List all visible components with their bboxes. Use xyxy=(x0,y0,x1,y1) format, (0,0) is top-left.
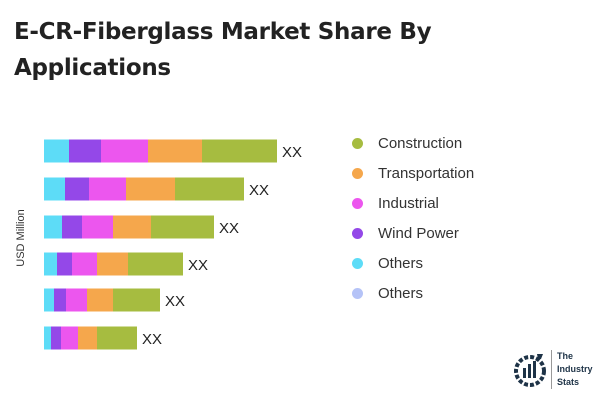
bar-segment-construction xyxy=(151,215,214,239)
bar-segment-transportation xyxy=(78,326,97,350)
legend-item: Others xyxy=(352,248,474,278)
bar-segment-others xyxy=(44,177,65,201)
data-label: XX xyxy=(219,220,239,237)
bar-row: XX xyxy=(44,326,162,350)
legend-item: Transportation xyxy=(352,158,474,188)
bar-segment-industrial xyxy=(101,139,148,163)
bar-segment-transportation xyxy=(148,139,202,163)
bar-segment-industrial xyxy=(82,215,113,239)
logo-text: The xyxy=(557,351,574,361)
bar-segment-transportation xyxy=(97,252,128,276)
bar-segment-construction xyxy=(113,288,160,312)
data-label: XX xyxy=(142,331,162,348)
bar-segment-others xyxy=(44,139,69,163)
data-label: XX xyxy=(249,182,269,199)
data-label: XX xyxy=(188,257,208,274)
bar-segment-industrial xyxy=(89,177,126,201)
bar-segment-construction xyxy=(97,326,137,350)
legend-label: Industrial xyxy=(378,194,439,212)
data-label: XX xyxy=(165,293,185,310)
legend-label: Transportation xyxy=(378,164,475,182)
bar-segment-wind-power xyxy=(65,177,89,201)
logo-text: Stats xyxy=(557,377,580,387)
logo-text: Industry xyxy=(557,364,593,374)
bar-row: XX xyxy=(44,139,302,163)
bar-segment-construction xyxy=(175,177,244,201)
logo: The Industry Stats xyxy=(513,350,593,389)
bar-segment-wind-power xyxy=(69,139,101,163)
legend-label: Wind Power xyxy=(378,224,459,242)
legend-label: Construction xyxy=(378,134,463,152)
legend-item: Wind Power xyxy=(352,218,474,248)
legend-item: Others xyxy=(352,278,474,308)
bar-segment-transportation xyxy=(126,177,175,201)
bar-chart: XX XX XX XX XX XX xyxy=(44,139,302,350)
bar-segment-others xyxy=(44,252,57,276)
bar-segment-construction xyxy=(128,252,183,276)
legend-dot xyxy=(352,227,363,239)
legend-dot xyxy=(352,167,363,179)
legend-item: Construction xyxy=(352,128,474,158)
bar-row: XX xyxy=(44,177,269,201)
bar-segment-wind-power xyxy=(57,252,72,276)
bar-segment-transportation xyxy=(113,215,151,239)
legend: Construction Transportation Industrial W… xyxy=(352,128,474,308)
bar-row: XX xyxy=(44,288,185,312)
bar-segment-others xyxy=(44,326,51,350)
bar-segment-others xyxy=(44,215,62,239)
bar-segment-industrial xyxy=(72,252,97,276)
legend-item: Industrial xyxy=(352,188,474,218)
data-label: XX xyxy=(282,144,302,161)
gear-chart-icon xyxy=(514,353,546,387)
chart-title: E-CR-Fiberglass Market Share By Applicat… xyxy=(14,19,432,81)
legend-dot xyxy=(352,137,363,149)
legend-dot xyxy=(352,287,363,299)
legend-label: Others xyxy=(378,284,424,302)
bar-segment-wind-power xyxy=(51,326,61,350)
legend-dot xyxy=(352,257,363,269)
bar-segment-industrial xyxy=(66,288,87,312)
bar-segment-construction xyxy=(202,139,277,163)
bar-segment-transportation xyxy=(87,288,113,312)
bar-segment-industrial xyxy=(61,326,78,350)
bar-row: XX xyxy=(44,215,239,239)
legend-label: Others xyxy=(378,254,424,272)
legend-dot xyxy=(352,197,363,209)
bar-segment-wind-power xyxy=(54,288,66,312)
bar-row: XX xyxy=(44,252,208,276)
bar-segment-others xyxy=(44,288,54,312)
bar-segment-wind-power xyxy=(62,215,82,239)
